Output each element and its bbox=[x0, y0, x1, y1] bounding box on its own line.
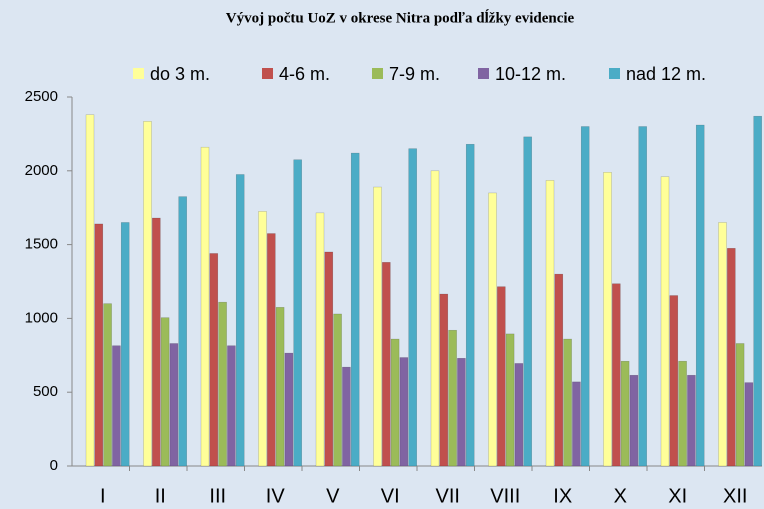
bar bbox=[638, 126, 647, 467]
bar bbox=[718, 222, 727, 467]
legend-label: nad 12 m. bbox=[626, 64, 706, 84]
legend-swatch bbox=[609, 68, 620, 79]
bar bbox=[112, 345, 121, 467]
bar bbox=[744, 382, 754, 467]
bar bbox=[465, 143, 475, 467]
bar bbox=[315, 212, 325, 467]
bar bbox=[695, 124, 705, 467]
y-tick-label: 2000 bbox=[25, 162, 58, 179]
bar bbox=[620, 360, 630, 467]
y-tick-label: 500 bbox=[33, 383, 58, 400]
bar bbox=[735, 343, 745, 467]
bar bbox=[227, 345, 236, 467]
bar bbox=[660, 176, 670, 467]
bar bbox=[430, 170, 440, 467]
bar bbox=[382, 262, 391, 467]
bar bbox=[209, 253, 219, 467]
x-tick-label: VI bbox=[381, 485, 400, 507]
bar bbox=[85, 114, 95, 467]
x-tick-label: IX bbox=[553, 485, 572, 507]
bar bbox=[200, 146, 210, 467]
x-tick-label: XII bbox=[723, 485, 747, 507]
y-tick-label: 0 bbox=[50, 457, 58, 474]
bar bbox=[143, 121, 152, 467]
legend-label: 4-6 m. bbox=[279, 64, 330, 84]
bar bbox=[94, 223, 104, 467]
bar bbox=[439, 293, 449, 467]
bar bbox=[373, 186, 382, 467]
bar bbox=[678, 360, 687, 467]
bar bbox=[629, 374, 639, 467]
bar bbox=[514, 363, 524, 467]
bar bbox=[275, 307, 285, 467]
y-tick-label: 1000 bbox=[25, 309, 58, 326]
bar bbox=[342, 366, 351, 467]
bar bbox=[160, 317, 170, 467]
bar bbox=[488, 192, 497, 467]
bar bbox=[218, 301, 227, 467]
bar bbox=[390, 338, 400, 467]
bar bbox=[497, 286, 506, 467]
bar bbox=[753, 115, 762, 467]
legend-label: 7-9 m. bbox=[389, 64, 440, 84]
x-tick-label: X bbox=[614, 485, 627, 507]
bar bbox=[687, 374, 696, 467]
bar bbox=[235, 174, 245, 467]
chart-title: Vývoj počtu UoZ v okrese Nitra podľa dĺž… bbox=[226, 8, 575, 26]
bar bbox=[408, 148, 417, 467]
bar bbox=[523, 136, 532, 467]
bar bbox=[267, 233, 276, 467]
bar bbox=[333, 313, 342, 467]
bar bbox=[293, 159, 302, 467]
bar bbox=[152, 217, 161, 467]
x-tick-label: IV bbox=[266, 485, 286, 507]
bar bbox=[580, 126, 590, 467]
x-tick-label: VII bbox=[436, 485, 460, 507]
legend-label: 10-12 m. bbox=[495, 64, 566, 84]
bar bbox=[103, 303, 112, 467]
x-tick-label: VIII bbox=[490, 485, 520, 507]
bar bbox=[563, 338, 572, 467]
legend-swatch bbox=[262, 68, 273, 79]
x-tick-label: II bbox=[155, 485, 166, 507]
bar bbox=[612, 283, 621, 467]
bar bbox=[120, 222, 130, 467]
bar bbox=[284, 352, 294, 467]
legend-swatch bbox=[133, 68, 144, 79]
x-tick-label: V bbox=[326, 485, 340, 507]
bar bbox=[399, 357, 409, 467]
bar bbox=[505, 333, 515, 467]
legend-swatch bbox=[372, 68, 383, 79]
bar bbox=[603, 172, 612, 467]
bar bbox=[727, 248, 736, 467]
bar bbox=[324, 251, 334, 467]
x-tick-label: I bbox=[100, 485, 106, 507]
bar bbox=[448, 329, 457, 467]
bar bbox=[669, 295, 679, 467]
bar bbox=[169, 343, 179, 467]
bar bbox=[457, 358, 466, 467]
bar bbox=[545, 180, 555, 467]
legend-label: do 3 m. bbox=[150, 64, 210, 84]
bar bbox=[554, 273, 564, 467]
y-tick-label: 2500 bbox=[25, 88, 58, 105]
y-tick-label: 1500 bbox=[25, 236, 58, 253]
x-tick-label: III bbox=[209, 485, 226, 507]
bar bbox=[178, 196, 187, 467]
x-tick-label: XI bbox=[668, 485, 687, 507]
bar bbox=[350, 152, 360, 467]
bar bbox=[258, 211, 267, 467]
legend-swatch bbox=[478, 68, 489, 79]
bar bbox=[572, 381, 581, 467]
